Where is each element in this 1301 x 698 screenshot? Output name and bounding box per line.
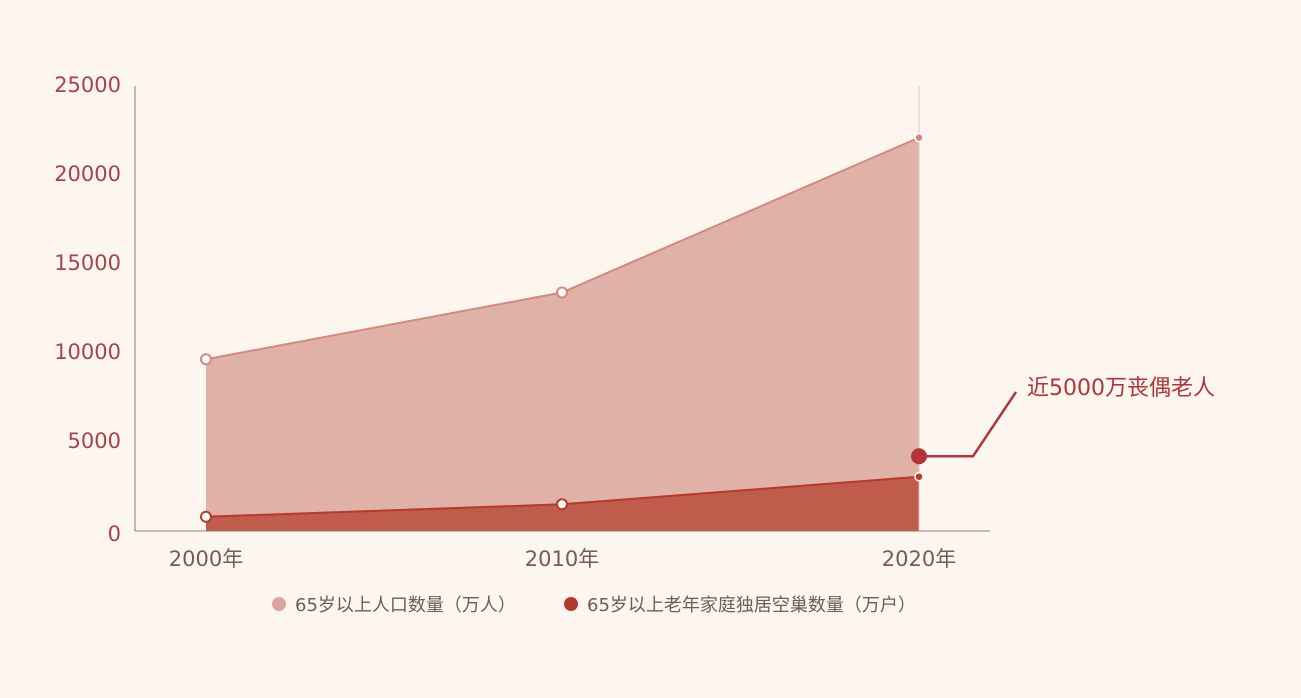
series-2-point (914, 471, 924, 482)
series-1-area (206, 137, 919, 531)
x-tick-label: 2020年 (882, 547, 956, 571)
y-tick-label: 5000 (68, 429, 121, 453)
y-tick-label: 15000 (54, 251, 121, 275)
x-tick-label: 2010年 (525, 547, 599, 571)
y-tick-label: 0 (108, 522, 121, 546)
legend-marker-1 (272, 597, 286, 611)
axes-layer: 0 5000 10000 15000 20000 25000 2000年 2010年 2020年 (54, 73, 990, 571)
y-tick-label: 25000 (54, 73, 121, 97)
legend: 65岁以上人口数量（万人） 65岁以上老年家庭独居空巢数量（万户） (272, 595, 916, 616)
series-1-point (200, 353, 212, 366)
y-tick-label: 10000 (54, 340, 121, 364)
series-1-point (914, 132, 924, 143)
series-2-area (206, 476, 919, 531)
annotation-leader-line (919, 391, 1018, 458)
legend-label-2: 65岁以上老年家庭独居空巢数量（万户） (587, 595, 916, 616)
legend-label-1: 65岁以上人口数量（万人） (295, 595, 516, 616)
points-layer (200, 132, 924, 523)
series-1-point (556, 286, 568, 299)
series-2-point (556, 498, 568, 511)
series-2-point (200, 510, 212, 523)
area-layer (205, 136, 920, 531)
x-tick-label: 2000年 (169, 547, 243, 571)
annotation-marker (911, 448, 927, 465)
y-tick-label: 20000 (54, 162, 121, 186)
annotation-layer: 近5000万丧偶老人 (911, 376, 1215, 465)
annotation-label: 近5000万丧偶老人 (1027, 376, 1215, 401)
legend-marker-2 (564, 597, 578, 611)
